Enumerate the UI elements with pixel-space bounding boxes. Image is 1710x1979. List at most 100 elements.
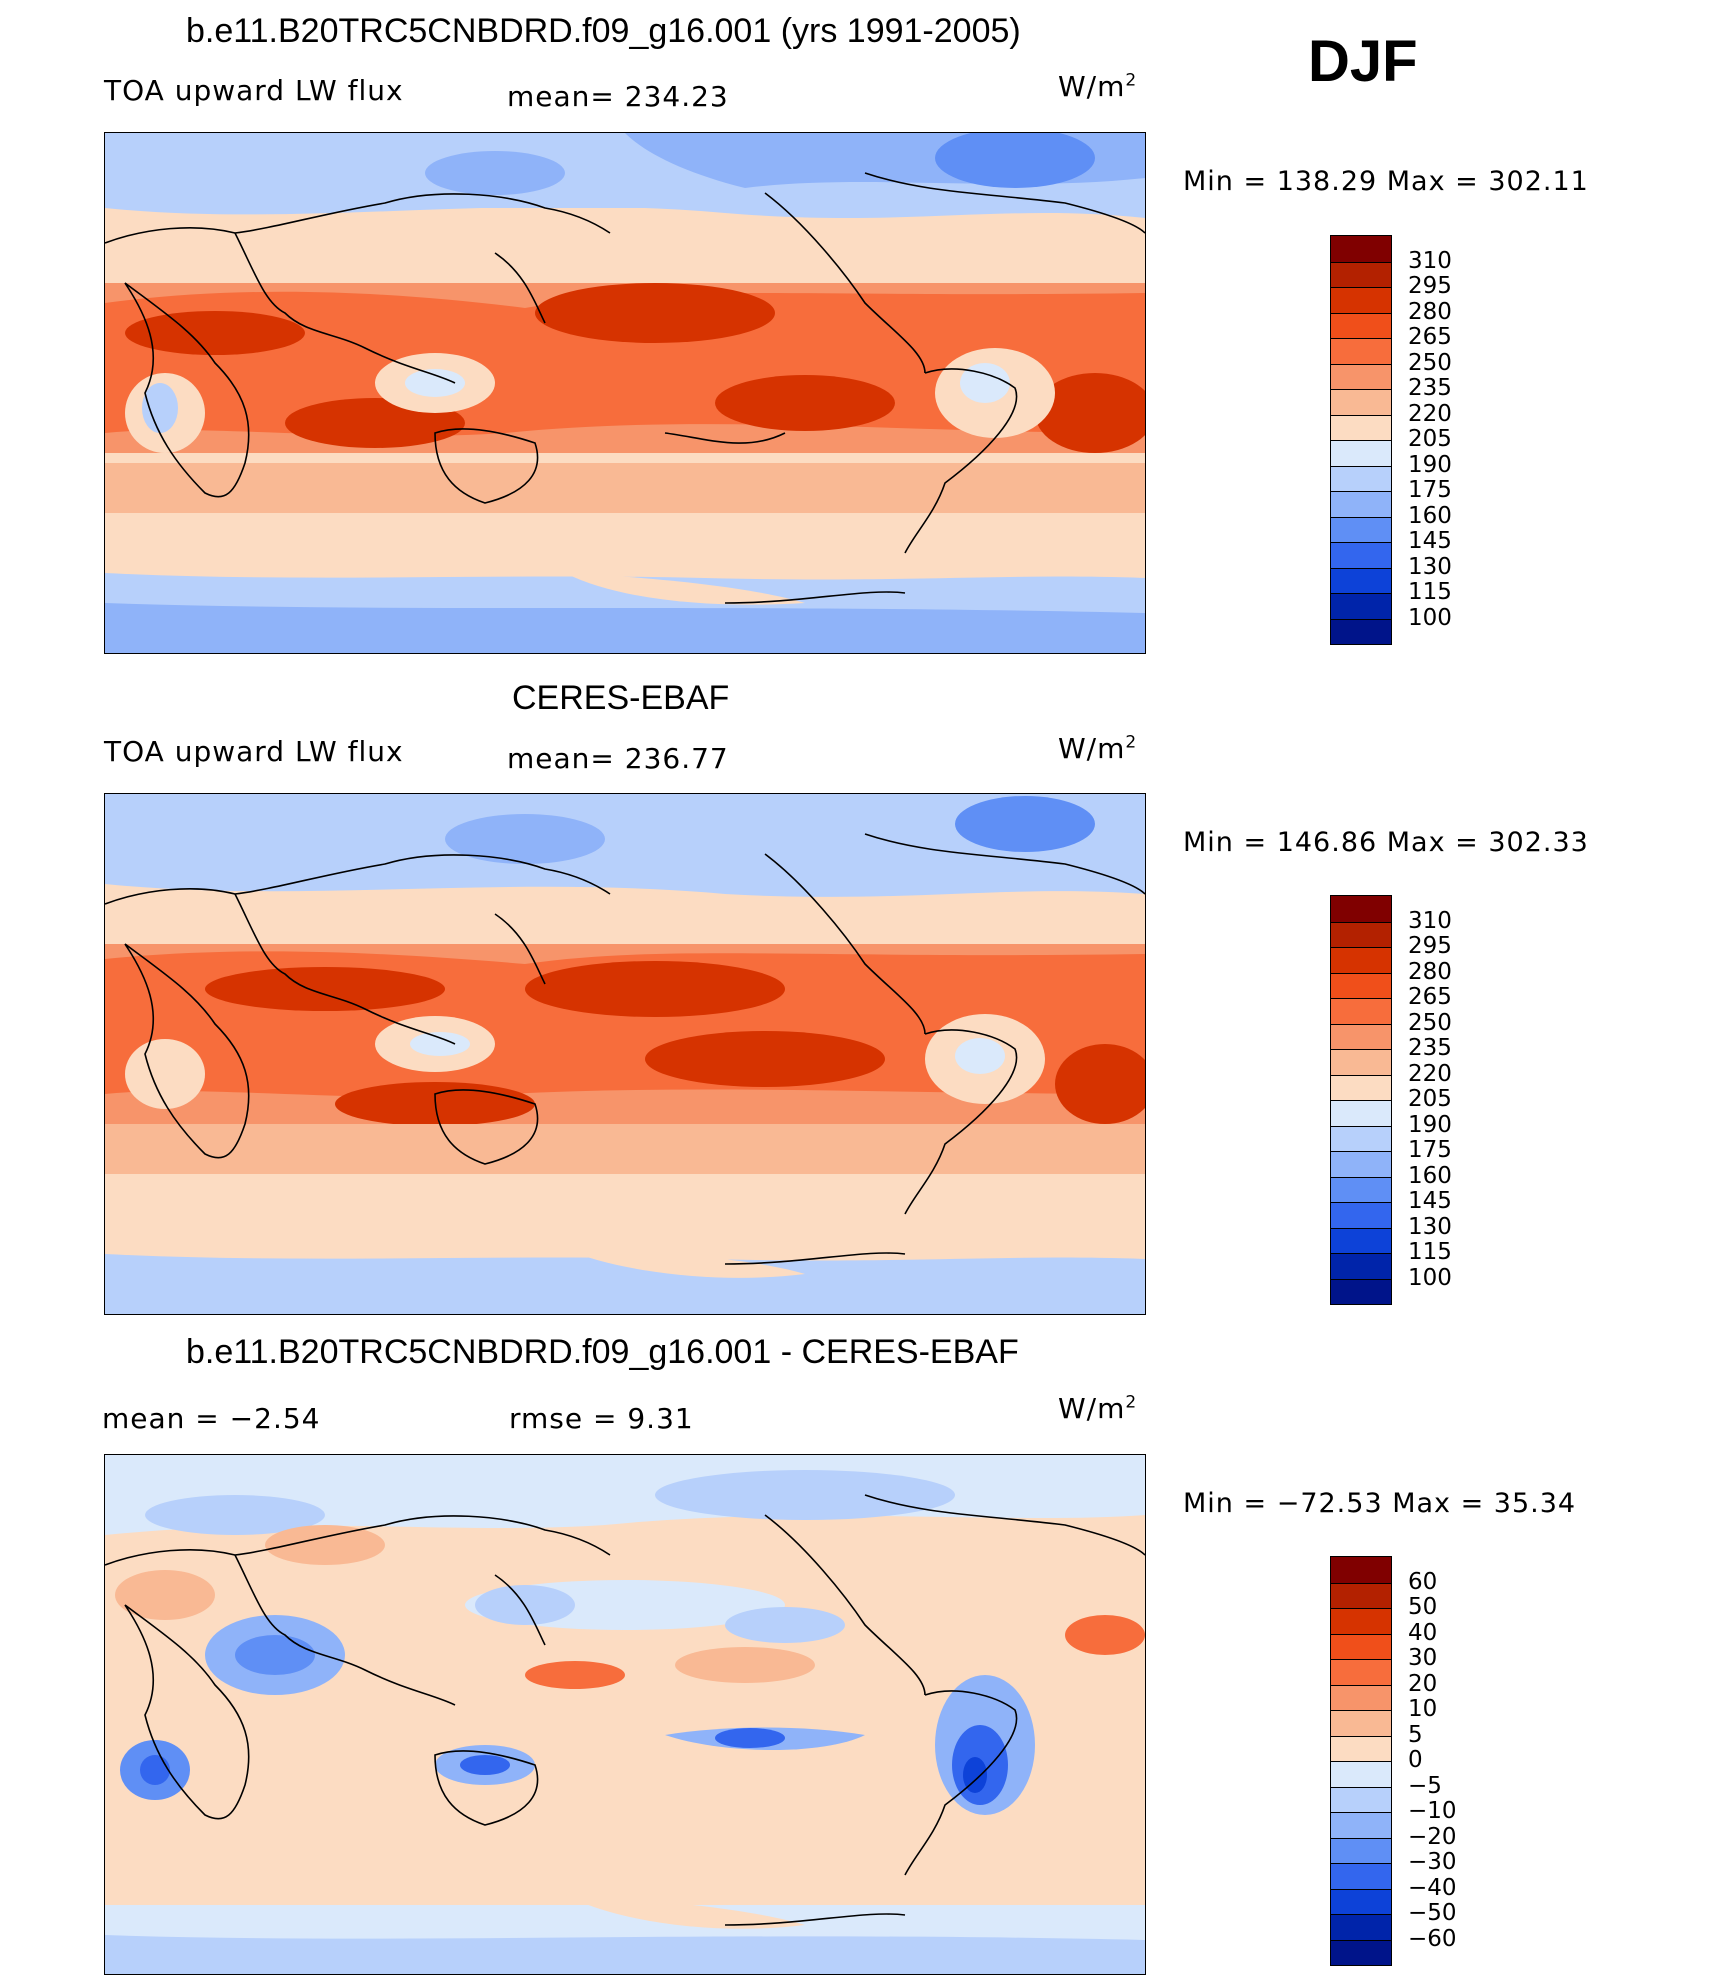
colorbar-tick-label: −5 — [1408, 1772, 1442, 1799]
colorbar-tick-label: 20 — [1408, 1670, 1438, 1697]
colorbar-tick-label: −20 — [1408, 1823, 1457, 1850]
panel-1-variable-label: TOA upward LW flux — [104, 74, 404, 107]
colorbar-swatch — [1331, 261, 1391, 287]
colorbar-tick-label: 280 — [1408, 958, 1452, 985]
panel-2-mean-label: mean= 236.77 — [507, 742, 729, 775]
colorbar-swatch — [1331, 1761, 1391, 1787]
colorbar-tick-label: 220 — [1408, 400, 1452, 427]
colorbar-swatch — [1331, 947, 1391, 973]
panel-2-title: CERES-EBAF — [512, 679, 730, 717]
colorbar-tick-label: 5 — [1408, 1721, 1423, 1748]
colorbar-swatch — [1331, 236, 1391, 262]
colorbar-tick-label: 10 — [1408, 1696, 1438, 1722]
colorbar-swatch — [1331, 1278, 1391, 1304]
colorbar-swatch — [1331, 1786, 1391, 1812]
colorbar-swatch — [1331, 896, 1391, 922]
panel-2-map-field — [105, 794, 1145, 1314]
colorbar-swatch — [1331, 516, 1391, 542]
panel-3-units: W/m2 — [1058, 1392, 1138, 1425]
panel-3-mean-label: mean = −2.54 — [102, 1402, 321, 1435]
colorbar-tick-label: 205 — [1408, 426, 1452, 452]
colorbar-swatch — [1331, 1100, 1391, 1126]
colorbar-swatch — [1331, 1176, 1391, 1202]
colorbar-swatch — [1331, 1608, 1391, 1634]
colorbar-tick-label: 190 — [1408, 1111, 1452, 1138]
colorbar-tick-label: −60 — [1408, 1925, 1457, 1952]
colorbar-swatch — [1331, 1914, 1391, 1940]
colorbar-swatch — [1331, 972, 1391, 998]
colorbar-tick-label: 100 — [1408, 604, 1452, 631]
panel-1-mean-label: mean= 234.23 — [507, 80, 729, 113]
panel-1-map — [104, 132, 1146, 654]
panel-2-variable-label: TOA upward LW flux — [104, 735, 404, 768]
panel-1-map-field — [105, 133, 1145, 653]
colorbar-tick-label: 100 — [1408, 1264, 1452, 1291]
panel-3-map-field — [105, 1455, 1145, 1974]
panel-2-units: W/m2 — [1058, 732, 1138, 765]
panel-3-minmax: Min = −72.53 Max = 35.34 — [1183, 1488, 1577, 1519]
colorbar-swatch — [1331, 363, 1391, 389]
panel-1-colorbar — [1330, 235, 1392, 645]
colorbar-swatch — [1331, 1659, 1391, 1685]
colorbar-swatch — [1331, 1227, 1391, 1253]
colorbar-swatch — [1331, 542, 1391, 568]
colorbar-swatch — [1331, 312, 1391, 338]
colorbar-swatch — [1331, 1074, 1391, 1100]
colorbar-swatch — [1331, 1863, 1391, 1889]
colorbar-swatch — [1331, 593, 1391, 619]
colorbar-tick-label: 60 — [1408, 1568, 1438, 1595]
panel-3-rmse-label: rmse = 9.31 — [509, 1402, 694, 1435]
colorbar-swatch — [1331, 998, 1391, 1024]
panel-2-colorbar — [1330, 895, 1392, 1305]
colorbar-tick-label: 145 — [1408, 1188, 1452, 1214]
colorbar-swatch — [1331, 1684, 1391, 1710]
panel-1-units: W/m2 — [1058, 70, 1138, 103]
colorbar-tick-label: 250 — [1408, 1009, 1452, 1036]
colorbar-tick-label: 145 — [1408, 528, 1452, 554]
colorbar-tick-label: 310 — [1408, 907, 1452, 934]
colorbar-tick-label: 175 — [1408, 1137, 1452, 1163]
panel-2-map — [104, 793, 1146, 1315]
colorbar-tick-label: −40 — [1408, 1874, 1457, 1901]
panel-1-minmax: Min = 138.29 Max = 302.11 — [1183, 166, 1589, 197]
colorbar-swatch — [1331, 1633, 1391, 1659]
colorbar-swatch — [1331, 1812, 1391, 1838]
panel-3-colorbar — [1330, 1556, 1392, 1966]
colorbar-swatch — [1331, 1125, 1391, 1151]
colorbar-swatch — [1331, 1023, 1391, 1049]
colorbar-swatch — [1331, 1202, 1391, 1228]
colorbar-swatch — [1331, 1049, 1391, 1075]
colorbar-swatch — [1331, 1710, 1391, 1736]
colorbar-tick-label: 265 — [1408, 324, 1452, 350]
colorbar-swatch — [1331, 491, 1391, 517]
colorbar-tick-label: −10 — [1408, 1798, 1457, 1824]
season-label: DJF — [1308, 29, 1418, 94]
colorbar-swatch — [1331, 389, 1391, 415]
colorbar-tick-label: 220 — [1408, 1060, 1452, 1087]
colorbar-tick-label: 160 — [1408, 1162, 1452, 1189]
colorbar-swatch — [1331, 1582, 1391, 1608]
colorbar-tick-label: −50 — [1408, 1900, 1457, 1926]
colorbar-swatch — [1331, 1837, 1391, 1863]
colorbar-tick-label: 0 — [1408, 1747, 1423, 1773]
colorbar-swatch — [1331, 287, 1391, 313]
panel-3-title: b.e11.B20TRC5CNBDRD.f09_g16.001 - CERES-… — [186, 1333, 1019, 1371]
colorbar-tick-label: 40 — [1408, 1619, 1438, 1646]
panel-3-map — [104, 1454, 1146, 1975]
colorbar-tick-label: 160 — [1408, 502, 1452, 529]
colorbar-tick-label: 30 — [1408, 1645, 1438, 1671]
panel-1-title: b.e11.B20TRC5CNBDRD.f09_g16.001 (yrs 199… — [186, 12, 1021, 50]
colorbar-tick-label: 280 — [1408, 298, 1452, 325]
panel-2-minmax: Min = 146.86 Max = 302.33 — [1183, 827, 1589, 858]
colorbar-swatch — [1331, 618, 1391, 644]
colorbar-tick-label: 115 — [1408, 579, 1452, 605]
colorbar-swatch — [1331, 921, 1391, 947]
colorbar-swatch — [1331, 414, 1391, 440]
colorbar-tick-label: 205 — [1408, 1086, 1452, 1112]
colorbar-tick-label: 130 — [1408, 553, 1452, 580]
colorbar-swatch — [1331, 338, 1391, 364]
colorbar-swatch — [1331, 465, 1391, 491]
colorbar-tick-label: 310 — [1408, 247, 1452, 274]
colorbar-swatch — [1331, 1939, 1391, 1965]
colorbar-tick-label: 175 — [1408, 477, 1452, 503]
